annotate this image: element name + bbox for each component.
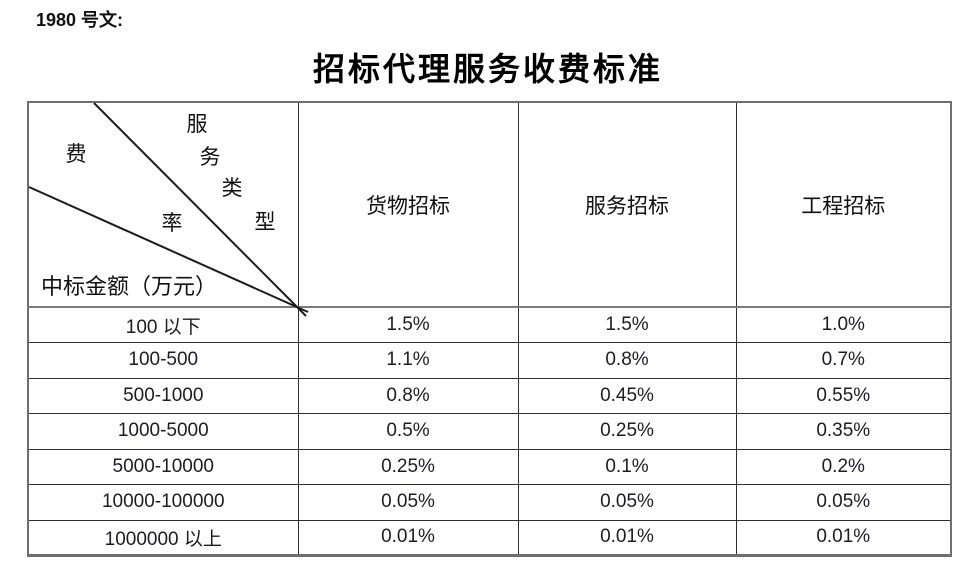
table-row: 100 以下 1.5% 1.5% 1.0% <box>27 306 952 343</box>
rate-cell: 0.25% <box>517 413 737 450</box>
column-header-engineering: 工程招标 <box>735 101 952 308</box>
rate-cell: 0.8% <box>297 377 519 414</box>
amount-range-cell: 1000-5000 <box>27 413 299 450</box>
table-corner-cell: 费 服 务 类 率 型 中标金额（万元） <box>27 101 309 317</box>
corner-fee-char: 费 <box>65 142 87 166</box>
table-row: 100-500 1.1% 0.8% 0.7% <box>27 342 952 379</box>
rate-cell: 0.05% <box>297 484 519 521</box>
rate-cell: 1.5% <box>517 306 737 343</box>
table-row: 5000-10000 0.25% 0.1% 0.2% <box>27 448 952 485</box>
amount-range-cell: 100 以下 <box>27 306 299 343</box>
rate-cell: 1.5% <box>297 306 519 343</box>
rate-cell: 0.25% <box>297 448 519 485</box>
column-header-goods: 货物招标 <box>297 101 519 308</box>
column-header-services: 服务招标 <box>517 101 737 308</box>
rate-cell: 0.35% <box>735 413 952 450</box>
corner-rate-char: 率 <box>161 211 183 235</box>
corner-amount-label: 中标金额（万元） <box>41 274 218 299</box>
rate-cell: 1.0% <box>735 306 952 343</box>
amount-range-cell: 500-1000 <box>27 377 299 414</box>
rate-cell: 0.5% <box>297 413 519 450</box>
rate-cell: 0.05% <box>735 484 952 521</box>
rate-cell: 0.01% <box>517 519 737 556</box>
table-row: 10000-100000 0.05% 0.05% 0.05% <box>27 484 952 521</box>
fee-table: 费 服 务 类 率 型 中标金额（万元） 货物招标 服务招标 工程招标 100 … <box>27 101 952 557</box>
rate-cell: 0.8% <box>517 342 737 379</box>
corner-service-char-2: 务 <box>199 145 221 169</box>
table-row: 500-1000 0.8% 0.45% 0.55% <box>27 377 952 414</box>
rate-cell: 0.7% <box>735 342 952 379</box>
rate-cell: 0.01% <box>735 519 952 556</box>
page-title: 招标代理服务收费标准 <box>312 51 663 87</box>
rate-cell: 1.1% <box>297 342 519 379</box>
rate-cell: 0.05% <box>517 484 737 521</box>
corner-service-char-3: 类 <box>221 176 243 200</box>
rate-cell: 0.1% <box>517 448 737 485</box>
amount-range-cell: 5000-10000 <box>27 448 299 485</box>
rate-cell: 0.01% <box>297 519 519 556</box>
amount-range-cell: 100-500 <box>27 342 299 379</box>
table-row: 1000000 以上 0.01% 0.01% 0.01% <box>27 519 952 556</box>
amount-range-cell: 10000-100000 <box>27 484 299 521</box>
table-row: 1000-5000 0.5% 0.25% 0.35% <box>27 413 952 450</box>
rate-cell: 0.2% <box>735 448 952 485</box>
rate-cell: 0.55% <box>735 377 952 414</box>
table-header-row: 费 服 务 类 率 型 中标金额（万元） 货物招标 服务招标 工程招标 <box>27 101 952 317</box>
rate-cell: 0.45% <box>517 377 737 414</box>
doc-number-label: 1980 号文: <box>36 10 124 30</box>
corner-service-char-1: 服 <box>186 112 208 136</box>
amount-range-cell: 1000000 以上 <box>27 519 299 556</box>
corner-service-char-4: 型 <box>254 210 276 234</box>
